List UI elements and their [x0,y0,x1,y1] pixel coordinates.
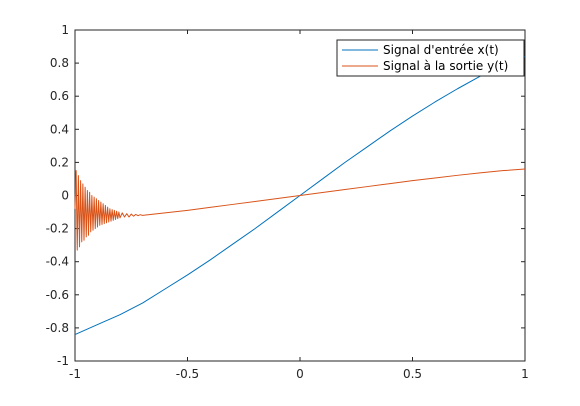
legend-label-output: Signal à la sortie y(t) [383,59,508,73]
series-lines [74,56,526,335]
y-tick-label: -0.6 [46,288,69,302]
legend-label-input: Signal d'entrée x(t) [383,43,499,57]
legend[interactable]: Signal d'entrée x(t) Signal à la sortie … [336,39,525,77]
y-tick-label: 0 [61,189,69,203]
x-tick-label: -0.5 [176,367,199,381]
y-tick-label: -0.4 [46,255,69,269]
y-tick-label: 0.6 [50,89,69,103]
x-tick-label: 0.5 [403,367,422,381]
axes: -1 -0.5 0 0.5 1 -1 -0.8 -0.6 -0.4 -0.2 0 0.2 0.4 0.6 0… [46,23,529,381]
y-tick-label: 0.2 [50,155,69,169]
legend-box [336,39,525,77]
y-tick-label: 1 [61,23,69,37]
y-tick-label: -1 [57,354,69,368]
y-tick-label: -0.8 [46,321,69,335]
y-tick-label: 0.8 [50,56,69,70]
y-tick-label: -0.2 [46,222,69,236]
x-tick-label: -1 [69,367,81,381]
x-tick-label: 0 [296,367,304,381]
series-line-output [74,168,526,251]
x-tick-label: 1 [521,367,529,381]
y-tick-label: 0.4 [50,122,69,136]
